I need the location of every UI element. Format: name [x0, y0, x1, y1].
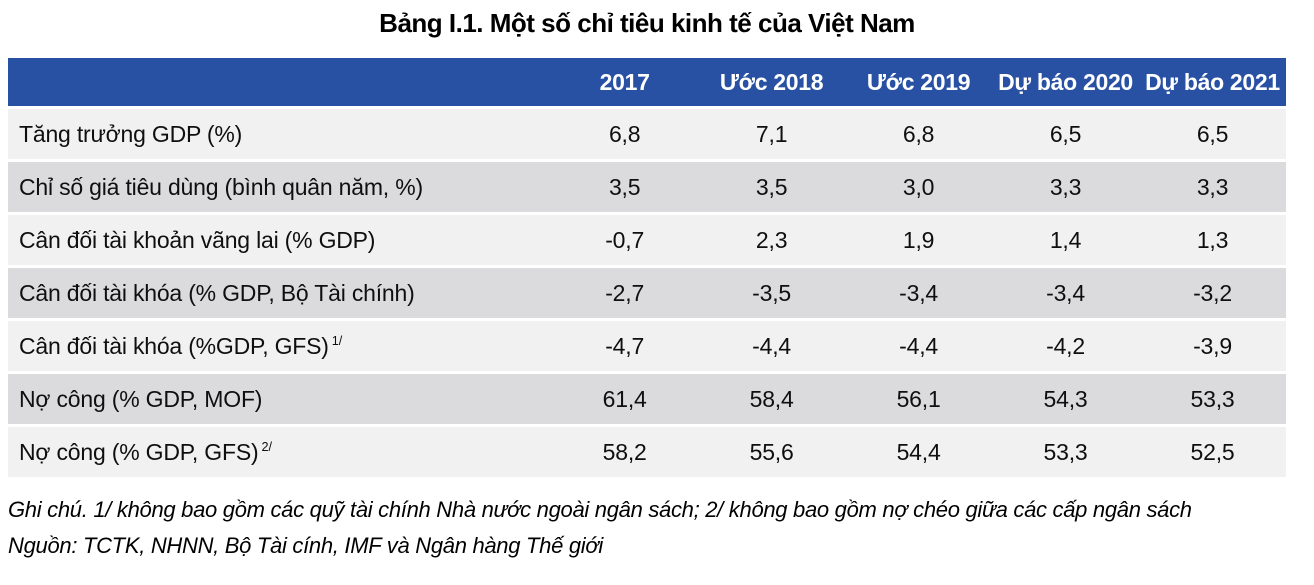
column-header-du-bao-2020: Dự báo 2020: [992, 58, 1140, 106]
cell-value: 54,3: [992, 374, 1140, 424]
column-header-2017: 2017: [551, 58, 699, 106]
cell-value: 3,0: [845, 162, 993, 212]
cell-value: 3,5: [551, 162, 699, 212]
row-label-text: Nợ công (% GDP, MOF): [19, 385, 263, 412]
row-label: Chỉ số giá tiêu dùng (bình quân năm, %): [8, 162, 552, 212]
cell-value: -3,9: [1139, 321, 1286, 371]
table-row: Nợ công (% GDP, GFS) 2/ 58,2 55,6 54,4 53…: [8, 427, 1286, 477]
cell-value: 1,9: [845, 215, 993, 265]
cell-value: 56,1: [845, 374, 993, 424]
row-label: Cân đối tài khoản vãng lai (% GDP): [8, 215, 552, 265]
cell-value: -3,2: [1139, 268, 1286, 318]
cell-value: 1,4: [992, 215, 1140, 265]
cell-value: -4,2: [992, 321, 1140, 371]
cell-value: 6,8: [845, 109, 993, 159]
row-label-text: Nợ công (% GDP, GFS): [19, 438, 259, 465]
row-label-text: Cân đối tài khóa (%GDP, GFS): [19, 332, 329, 359]
cell-value: 53,3: [1139, 374, 1286, 424]
table-row: Nợ công (% GDP, MOF) 61,4 58,4 56,1 54,3…: [8, 374, 1286, 424]
cell-value: 58,4: [698, 374, 846, 424]
cell-value: -3,5: [698, 268, 846, 318]
cell-value: 2,3: [698, 215, 846, 265]
footnote-marker-1: 1/: [331, 333, 343, 348]
cell-value: 55,6: [698, 427, 846, 477]
cell-value: 52,5: [1139, 427, 1286, 477]
cell-value: 3,3: [1139, 162, 1286, 212]
note-line: Ghi chú. 1/ không bao gồm các quỹ tài ch…: [8, 497, 1192, 522]
cell-value: -3,4: [845, 268, 993, 318]
table-row: Chỉ số giá tiêu dùng (bình quân năm, %) …: [8, 162, 1286, 212]
row-label-text: Cân đối tài khóa (% GDP, Bộ Tài chính): [19, 279, 415, 306]
cell-value: 61,4: [551, 374, 699, 424]
cell-value: 53,3: [992, 427, 1140, 477]
cell-value: 3,3: [992, 162, 1140, 212]
table-title: Bảng I.1. Một số chỉ tiêu kinh tế của Vi…: [379, 8, 915, 38]
cell-value: 3,5: [698, 162, 846, 212]
column-header-uoc-2018: Ước 2018: [698, 58, 846, 106]
column-header-uoc-2019: Ước 2019: [845, 58, 993, 106]
row-label: Tăng trưởng GDP (%): [8, 109, 552, 159]
cell-value: 6,5: [1139, 109, 1286, 159]
cell-value: 7,1: [698, 109, 846, 159]
row-label: Cân đối tài khóa (%GDP, GFS) 1/: [8, 321, 552, 371]
cell-value: 6,5: [992, 109, 1140, 159]
table-row: Cân đối tài khoản vãng lai (% GDP) -0,7 …: [8, 215, 1286, 265]
footnote-marker-2: 2/: [261, 439, 272, 454]
cell-value: 54,4: [845, 427, 993, 477]
economic-indicators-table: 2017 Ước 2018 Ước 2019 Dự báo 2020 Dự bá…: [8, 55, 1286, 480]
cell-value: -2,7: [551, 268, 699, 318]
cell-value: -4,4: [698, 321, 846, 371]
page: Bảng I.1. Một số chỉ tiêu kinh tế của Vi…: [8, 8, 1286, 564]
source-line: Nguồn: TCTK, NHNN, Bộ Tài cính, IMF và N…: [8, 533, 603, 558]
row-label-text: Cân đối tài khoản vãng lai (% GDP): [19, 226, 376, 253]
header-row: 2017 Ước 2018 Ước 2019 Dự báo 2020 Dự bá…: [8, 58, 1286, 106]
row-label: Nợ công (% GDP, GFS) 2/: [8, 427, 552, 477]
row-label-text: Tăng trưởng GDP (%): [19, 120, 243, 147]
row-label: Nợ công (% GDP, MOF): [8, 374, 552, 424]
row-label-text: Chỉ số giá tiêu dùng (bình quân năm, %): [19, 173, 423, 200]
cell-value: -3,4: [992, 268, 1140, 318]
cell-value: 58,2: [551, 427, 699, 477]
table-row: Cân đối tài khóa (%GDP, GFS) 1/ -4,7 -4,4…: [8, 321, 1286, 371]
cell-value: 1,3: [1139, 215, 1286, 265]
table-notes: Ghi chú. 1/ không bao gồm các quỹ tài ch…: [8, 492, 1286, 564]
cell-value: -4,7: [551, 321, 699, 371]
table-row: Cân đối tài khóa (% GDP, Bộ Tài chính) -…: [8, 268, 1286, 318]
corner-cell: [8, 58, 552, 106]
row-label: Cân đối tài khóa (% GDP, Bộ Tài chính): [8, 268, 552, 318]
table-row: Tăng trưởng GDP (%) 6,8 7,1 6,8 6,5 6,5: [8, 109, 1286, 159]
cell-value: -0,7: [551, 215, 699, 265]
cell-value: 6,8: [551, 109, 699, 159]
cell-value: -4,4: [845, 321, 993, 371]
column-header-du-bao-2021: Dự báo 2021: [1139, 58, 1286, 106]
